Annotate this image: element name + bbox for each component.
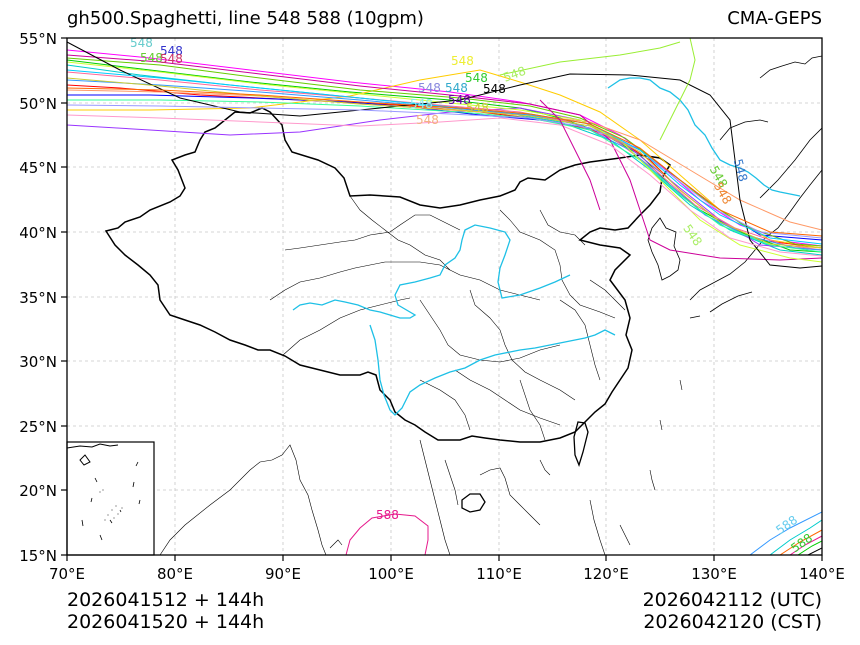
lon-tick-100: 100°E: [368, 565, 414, 583]
init-time-utc: 2026041512 + 144h: [67, 589, 265, 611]
init-time-cst: 2026041520 + 144h: [67, 611, 265, 633]
label-548: 548: [130, 36, 153, 50]
lon-tick-70: 70°E: [49, 565, 85, 583]
label-548: 548: [448, 93, 471, 107]
model-name: CMA-GEPS: [727, 8, 822, 29]
contour-548-lines: [67, 38, 822, 269]
lat-tick-20: 20°N: [19, 482, 57, 500]
gridlines: [67, 38, 822, 555]
rivers: [292, 77, 801, 416]
label-548: 548: [465, 71, 488, 85]
label-588: 588: [773, 513, 800, 538]
label-588: 588: [788, 531, 815, 556]
russia-coast: [719, 55, 822, 199]
init-time-block: 2026041512 + 144h 2026041520 + 144h: [67, 589, 264, 633]
lon-tick-110: 110°E: [476, 565, 522, 583]
coastlines: [159, 379, 683, 555]
lon-tick-140: 140°E: [799, 565, 845, 583]
label-548: 548: [711, 180, 735, 207]
label-548: 548: [445, 81, 468, 95]
label-548: 548: [140, 51, 163, 65]
label-548: 548: [483, 82, 506, 96]
lat-tick-55: 55°N: [19, 30, 57, 48]
contour-588-lines: [345, 511, 822, 555]
lat-tick-30: 30°N: [19, 353, 57, 371]
lat-tick-50: 50°N: [19, 95, 57, 113]
plot-frame: [66, 37, 823, 556]
lon-tick-90: 90°E: [265, 565, 301, 583]
valid-time-block: 2026042112 (UTC) 2026042120 (CST): [643, 589, 822, 633]
taiwan-island: [573, 421, 589, 467]
china-border: [104, 107, 672, 443]
label-548: 548: [160, 44, 183, 58]
south-china-sea-inset: [66, 441, 155, 556]
lat-tick-35: 35°N: [19, 289, 57, 307]
chart-title: gh500.Spaghetti, line 548 588 (10gpm): [67, 8, 424, 29]
lat-tick-40: 40°N: [19, 224, 57, 242]
province-borders: [269, 195, 626, 441]
label-548: 548: [416, 113, 439, 127]
lat-tick-15: 15°N: [19, 547, 57, 565]
lon-tick-80: 80°E: [157, 565, 193, 583]
lat-tick-25: 25°N: [19, 418, 57, 436]
japan-coast-2: [689, 291, 753, 319]
label-548: 548: [466, 101, 489, 115]
lon-tick-120: 120°E: [583, 565, 629, 583]
label-548: 548: [410, 97, 433, 111]
label-548: 548: [731, 157, 750, 183]
label-548: 548: [160, 52, 183, 66]
label-588: 588: [376, 508, 399, 522]
label-548: 548: [680, 222, 705, 249]
valid-time-cst: 2026042120 (CST): [643, 611, 822, 633]
japan-coast: [689, 169, 822, 301]
lat-tick-45: 45°N: [19, 159, 57, 177]
lon-tick-130: 130°E: [691, 565, 737, 583]
lat-tick-labels: 55°N 50°N 45°N 40°N 35°N 30°N 25°N 20°N …: [19, 30, 57, 565]
lon-tick-labels: 70°E 80°E 90°E 100°E 110°E 120°E 130°E 1…: [49, 565, 845, 583]
valid-time-utc: 2026042112 (UTC): [642, 589, 822, 611]
hainan-island: [461, 493, 486, 513]
label-548: 548: [418, 81, 441, 95]
label-548: 548: [451, 54, 474, 68]
korea-coast: [647, 217, 681, 281]
axis-ticks: [61, 37, 823, 561]
